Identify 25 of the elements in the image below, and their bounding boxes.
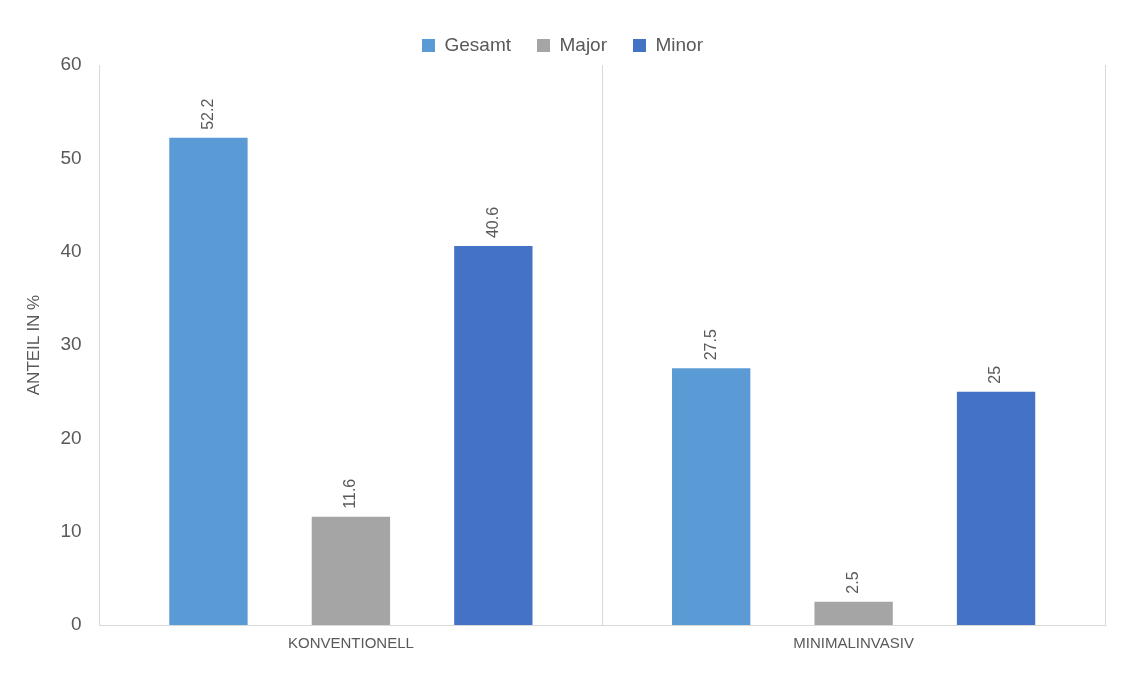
data-label: 40.6 — [483, 206, 501, 239]
y-axis-title: ANTEIL IN % — [23, 294, 43, 396]
bar — [454, 246, 533, 625]
bar — [311, 516, 391, 625]
y-tick-label: 10 — [60, 519, 82, 541]
data-label: 52.2 — [198, 98, 216, 130]
data-label: 27.5 — [701, 329, 719, 361]
bar — [672, 368, 751, 625]
y-tick-label: 0 — [70, 613, 82, 635]
y-tick-label: 30 — [60, 333, 82, 355]
y-tick-label: 50 — [60, 146, 82, 168]
y-tick-label: 20 — [60, 426, 82, 448]
bar — [169, 137, 248, 625]
legend-label: Minor — [655, 33, 704, 55]
y-tick-label: 40 — [60, 239, 82, 261]
data-label: 2.5 — [844, 571, 862, 594]
legend-label: Gesamt — [444, 33, 512, 55]
x-tick-label: MINIMALINVASIV — [793, 634, 914, 652]
bar — [956, 391, 1036, 625]
legend-label: Major — [559, 33, 608, 55]
bar — [814, 601, 893, 625]
x-tick-label: KONVENTIONELL — [287, 634, 414, 652]
y-tick-label: 60 — [60, 53, 82, 75]
data-label: 11.6 — [341, 478, 359, 509]
data-label: 25 — [986, 365, 1004, 384]
